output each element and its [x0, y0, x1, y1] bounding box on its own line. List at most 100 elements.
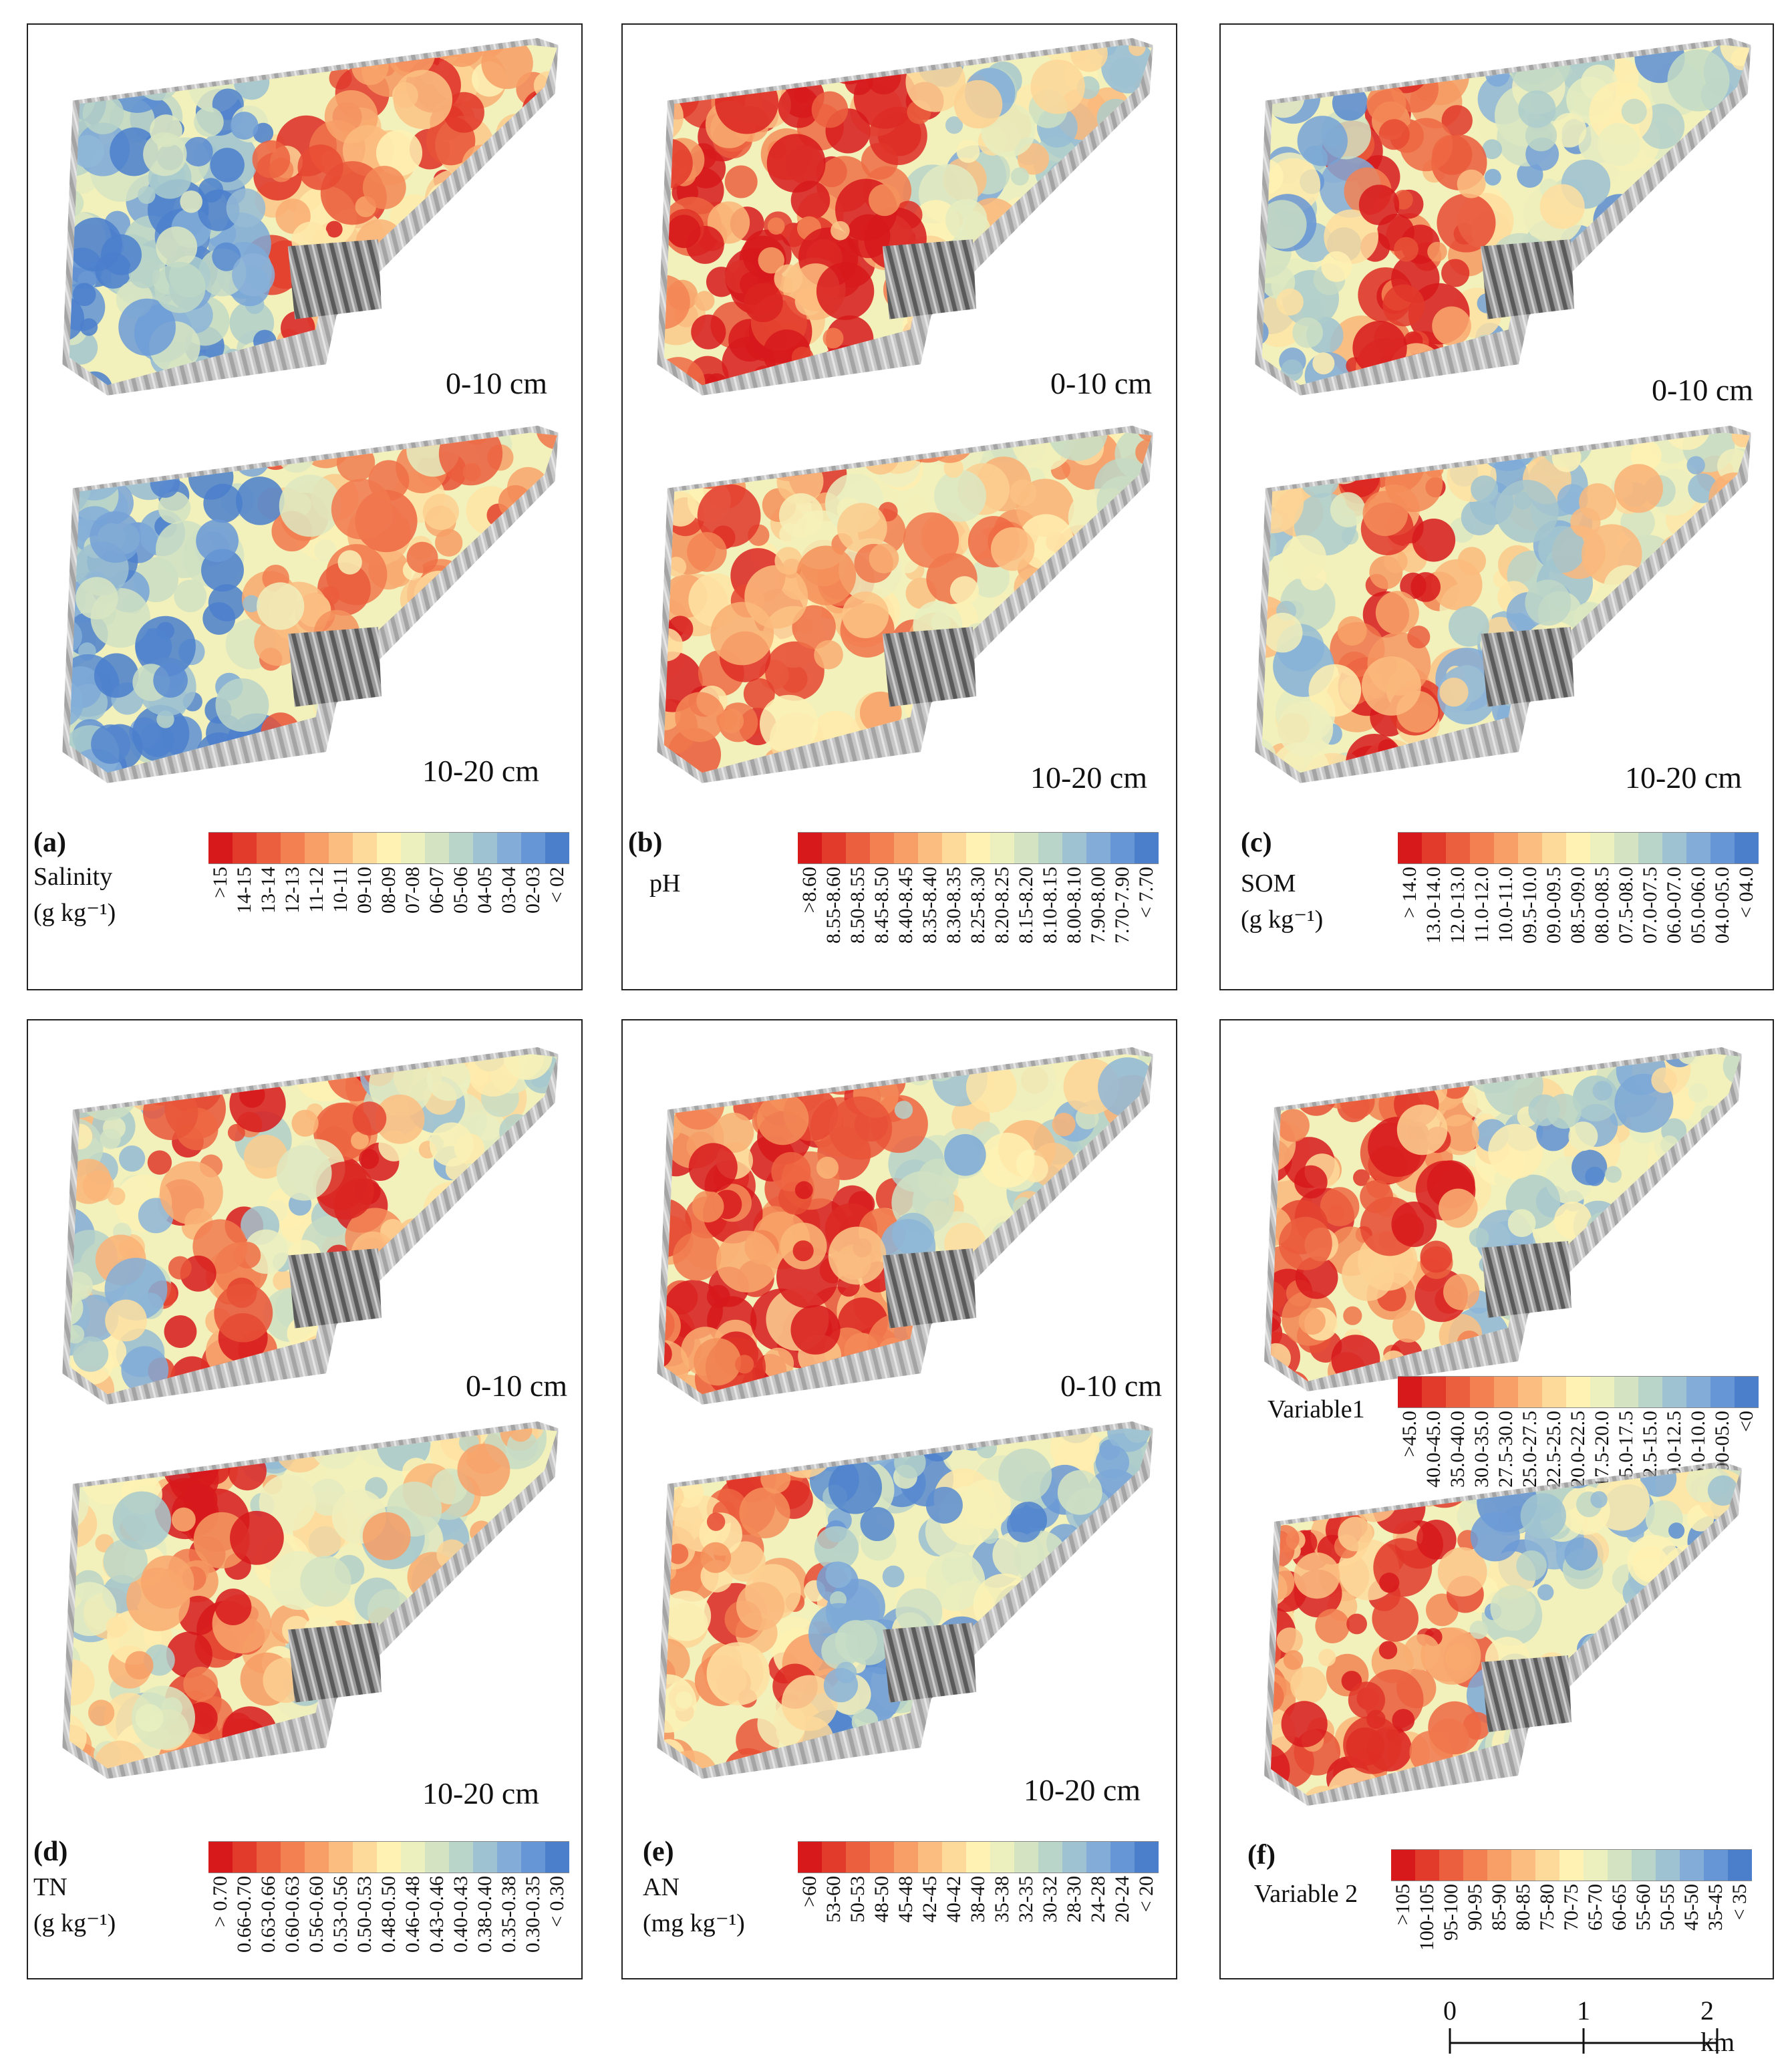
legend-swatch — [1614, 1376, 1638, 1408]
depth-label-top: 0-10 cm — [1060, 1369, 1163, 1403]
legend-swatch — [1735, 1376, 1759, 1408]
legend-label: 0.50-0.53 — [353, 1876, 376, 1953]
legend-class: 95-100 — [1439, 1849, 1463, 1941]
legend-class: 8.55-8.60 — [822, 832, 846, 944]
legend-label: 0.48-0.50 — [378, 1876, 400, 1953]
som-map-0-10cm — [1255, 38, 1751, 396]
legend-swatch — [497, 832, 521, 864]
legend-class: 0.50-0.53 — [353, 1841, 377, 1953]
variable2-label: Variable 2 — [1254, 1880, 1358, 1908]
legend-swatch — [1542, 832, 1566, 864]
legend-swatch — [257, 832, 281, 864]
legend-class: 60-65 — [1608, 1849, 1632, 1931]
legend-label: 40-42 — [943, 1876, 965, 1923]
legend-class: < 7.70 — [1135, 832, 1159, 918]
legend-class: 0.66-0.70 — [233, 1841, 257, 1953]
legend-swatch — [1014, 1841, 1038, 1873]
legend-swatch — [281, 1841, 305, 1873]
legend-swatch — [425, 832, 449, 864]
variable-unit: (mg kg⁻¹) — [643, 1909, 745, 1937]
legend-swatch — [1566, 832, 1590, 864]
legend-label: < 35 — [1729, 1884, 1751, 1921]
legend-label: 48-50 — [871, 1876, 893, 1923]
legend: > 0.70 0.66-0.70 0.63-0.66 0.60-0.63 0.56-0.… — [208, 1841, 569, 1953]
legend-class: 09.5-10.0 — [1518, 832, 1542, 944]
legend-label: 09.5-10.0 — [1519, 867, 1541, 944]
legend-class: 05.0-06.0 — [1686, 832, 1710, 944]
legend-swatch — [329, 1841, 353, 1873]
legend-label: 8.45-8.50 — [871, 867, 893, 944]
legend-swatch — [918, 1841, 942, 1873]
legend-class: 0.40-0.43 — [449, 1841, 473, 1953]
legend-swatch — [521, 832, 545, 864]
legend-swatch — [1038, 1841, 1062, 1873]
legend-class: 80-85 — [1511, 1849, 1535, 1931]
legend-class: 45-48 — [894, 1841, 918, 1923]
depth-label-top: 0-10 cm — [1652, 373, 1754, 407]
legend-class: 0.56-0.60 — [305, 1841, 329, 1953]
legend-swatch — [1470, 832, 1494, 864]
legend-swatch — [846, 832, 870, 864]
panel-label: (f) — [1247, 1840, 1276, 1871]
legend-swatch — [353, 832, 377, 864]
legend-swatch — [1638, 1376, 1662, 1408]
legend-swatch — [329, 832, 353, 864]
legend-class: 45-50 — [1680, 1849, 1704, 1931]
legend-class: 05-06 — [449, 832, 473, 914]
legend-label: 85-90 — [1488, 1884, 1510, 1931]
legend-swatch — [1494, 1376, 1518, 1408]
legend-class: 8.15-8.20 — [1014, 832, 1038, 944]
panel-b: 0-10 cm 10-20 cm (b) pH >8.60 8.55-8.60 8.… — [621, 23, 1177, 990]
legend-swatch — [894, 832, 918, 864]
legend-class: 12.0-13.0 — [1446, 832, 1470, 944]
legend-label: 60-65 — [1608, 1884, 1630, 1931]
legend-label: 08.5-09.0 — [1567, 867, 1589, 944]
legend-label: <0 — [1735, 1411, 1757, 1432]
legend-label: 8.35-8.40 — [919, 867, 941, 944]
legend-class: 30.0-35.0 — [1470, 1376, 1494, 1488]
legend-label: 0.60-0.63 — [281, 1876, 303, 1953]
legend-label: 7.70-7.90 — [1111, 867, 1133, 944]
legend-swatch — [208, 1841, 233, 1873]
scale-tick-1: 1 — [1577, 1995, 1590, 2026]
depth-label-bottom: 10-20 cm — [1030, 761, 1148, 795]
legend-swatch — [1110, 1841, 1135, 1873]
legend-label: 8.00-8.10 — [1063, 867, 1085, 944]
legend-swatch — [257, 1841, 281, 1873]
legend-label: 8.40-8.45 — [895, 867, 917, 944]
legend-swatch — [1086, 832, 1110, 864]
legend-class: 8.50-8.55 — [846, 832, 870, 944]
legend-swatch — [942, 1841, 966, 1873]
salinity-map-0-10cm — [62, 38, 559, 396]
legend-class: 8.30-8.35 — [942, 832, 966, 944]
legend-swatch — [1511, 1849, 1535, 1881]
variable-title: TN — [33, 1873, 67, 1901]
legend-swatch — [1704, 1849, 1728, 1881]
legend-class: 8.10-8.15 — [1038, 832, 1062, 944]
legend-label: 70-75 — [1560, 1884, 1582, 1931]
legend-label: 45-50 — [1680, 1884, 1702, 1931]
panel-label: (b) — [628, 827, 663, 858]
legend-swatch — [966, 832, 990, 864]
legend-label: 28-30 — [1063, 1876, 1085, 1923]
legend-label: 0.40-0.43 — [450, 1876, 472, 1953]
legend-class: > 0.70 — [208, 1841, 233, 1927]
legend-swatch — [918, 832, 942, 864]
variable1-map — [1264, 1047, 1742, 1391]
legend-swatch — [521, 1841, 545, 1873]
depth-label-bottom: 10-20 cm — [1024, 1773, 1141, 1807]
legend-label: 13.0-14.0 — [1423, 867, 1445, 944]
legend-class: 85-90 — [1487, 1849, 1511, 1931]
legend-swatch — [545, 1841, 569, 1873]
legend-swatch — [449, 832, 473, 864]
legend-label: 14-15 — [233, 867, 255, 914]
legend-class: 90-95 — [1463, 1849, 1487, 1931]
scale-bar: 0 1 2 km — [1443, 1995, 1735, 2057]
legend-swatch — [798, 1841, 822, 1873]
legend-class: 06.0-07.0 — [1662, 832, 1686, 944]
legend-label: 07-08 — [402, 867, 424, 914]
legend: > 14.0 13.0-14.0 12.0-13.0 11.0-12.0 10.0-11… — [1398, 832, 1759, 944]
legend-class: 8.35-8.40 — [918, 832, 942, 944]
legend-label: 0.35-0.38 — [498, 1876, 520, 1953]
legend-label: 32-35 — [1015, 1876, 1037, 1923]
